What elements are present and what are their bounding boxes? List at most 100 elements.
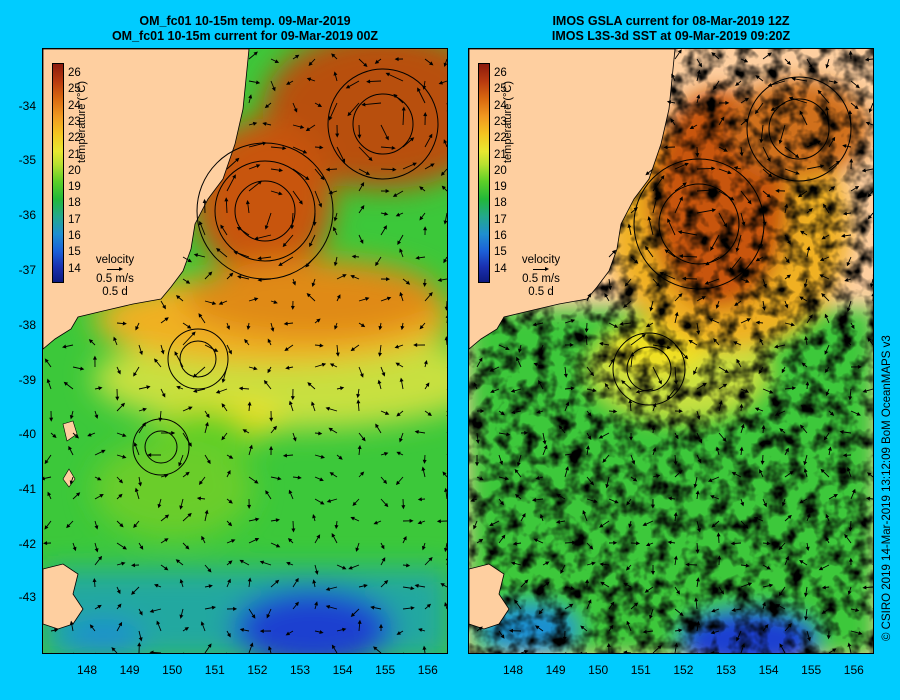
current-vector-head: [753, 516, 759, 521]
current-vector-head: [444, 336, 447, 341]
latitude-tick-label: -41: [18, 482, 36, 496]
current-vector-head: [350, 516, 355, 521]
colorbar-tick-label: 21: [494, 148, 507, 161]
current-vector-head: [382, 479, 388, 485]
current-vector-shaft: [740, 190, 751, 204]
current-vector-head: [609, 624, 614, 630]
right-panel-title: IMOS GSLA current for 08-Mar-2019 12Z IM…: [468, 14, 874, 46]
current-vector-head: [744, 97, 750, 102]
current-vector-shaft: [446, 367, 447, 368]
latitude-tick-label: -43: [18, 590, 36, 604]
current-vector-head: [707, 478, 713, 482]
current-vector-head: [801, 362, 806, 367]
current-vector-shaft: [818, 91, 830, 104]
current-vector-head: [305, 263, 310, 268]
current-vector-head: [204, 509, 209, 514]
current-vector-shaft: [226, 175, 236, 192]
colorbar-tick-label: 22: [68, 132, 81, 145]
current-vector-head: [844, 277, 849, 282]
current-vector-head: [766, 157, 771, 162]
current-vector-head: [598, 434, 604, 439]
current-vector-head: [239, 559, 244, 564]
current-vector-head: [649, 307, 654, 312]
current-vector-head: [666, 345, 672, 350]
current-vector-shaft: [417, 88, 426, 104]
current-vector-shaft: [225, 199, 228, 214]
current-vector-head: [833, 494, 838, 498]
current-vector-head: [720, 116, 725, 121]
colorbar-tick-label: 25: [494, 83, 507, 96]
left-island: [62, 420, 78, 442]
current-vector-head: [820, 468, 825, 473]
current-vector-head: [384, 451, 389, 456]
current-vector-head: [200, 621, 205, 626]
current-vector-head: [642, 629, 647, 634]
current-vector-head: [385, 189, 390, 194]
current-vector-head: [735, 81, 740, 87]
current-vector-head: [384, 211, 389, 216]
current-vector-head: [441, 185, 446, 190]
current-vector-head: [429, 61, 434, 66]
current-vector-shaft: [826, 108, 830, 126]
current-vector-head: [255, 80, 261, 85]
current-vector-head: [674, 434, 679, 440]
current-vector-head: [146, 385, 151, 390]
current-vector-head: [696, 69, 701, 75]
current-vector-head: [819, 274, 824, 278]
current-vector-head: [89, 624, 94, 629]
longitude-tick-label: 150: [588, 663, 609, 677]
current-vector-head: [393, 93, 398, 99]
current-vector-shaft: [368, 80, 382, 83]
current-vector-head: [247, 401, 252, 406]
current-vector-head: [224, 197, 229, 202]
current-vector-head: [698, 438, 703, 444]
current-vector-head: [696, 620, 701, 626]
current-vector-head: [94, 414, 99, 419]
current-vector-shaft: [226, 158, 239, 170]
current-vector-shaft: [283, 234, 294, 246]
longitude-tick-label: 155: [801, 663, 822, 677]
current-vector-head: [438, 80, 444, 85]
longitude-tick-label: 149: [545, 663, 566, 677]
current-vector-head: [133, 442, 138, 447]
current-vector-head: [213, 348, 219, 352]
current-vector-head: [366, 79, 371, 84]
current-vector-head: [645, 245, 649, 251]
current-vector-head: [248, 94, 253, 99]
current-vector-head: [855, 608, 860, 612]
latitude-tick-label: -38: [18, 318, 36, 332]
current-vector-shaft: [784, 146, 798, 158]
current-vector-head: [608, 285, 613, 291]
current-vector-head: [736, 358, 741, 364]
current-vector-shaft: [329, 102, 338, 119]
current-vector-shaft: [679, 231, 698, 236]
current-vector-head: [806, 513, 811, 518]
current-vector-head: [142, 407, 147, 412]
current-vector-head: [446, 110, 447, 112]
current-vector-head: [286, 561, 291, 566]
current-vector-head: [791, 77, 796, 82]
current-vector-head: [565, 401, 570, 407]
current-vector-head: [282, 146, 287, 151]
latitude-tick-label: -37: [18, 263, 36, 277]
current-vector-head: [817, 89, 822, 95]
current-vector-head: [149, 650, 154, 653]
current-vector-shaft: [446, 561, 447, 565]
current-vector-head: [383, 225, 387, 230]
current-vector-head: [245, 200, 250, 205]
current-vector-head: [290, 305, 295, 310]
current-vector-head: [849, 158, 854, 163]
colorbar-tick-label: 17: [494, 213, 507, 226]
current-vector-shaft: [800, 112, 808, 126]
current-vector-head: [861, 168, 867, 173]
current-vector-head: [138, 637, 143, 642]
current-vector-head: [391, 145, 396, 150]
current-vector-head: [216, 247, 221, 253]
current-vector-head: [428, 133, 433, 139]
current-vector-head: [622, 650, 628, 653]
current-vector-head: [589, 545, 594, 550]
current-vector-head: [184, 627, 190, 631]
current-vector-head: [797, 193, 803, 198]
current-vector-head: [421, 466, 426, 471]
current-vector-head: [824, 368, 829, 374]
